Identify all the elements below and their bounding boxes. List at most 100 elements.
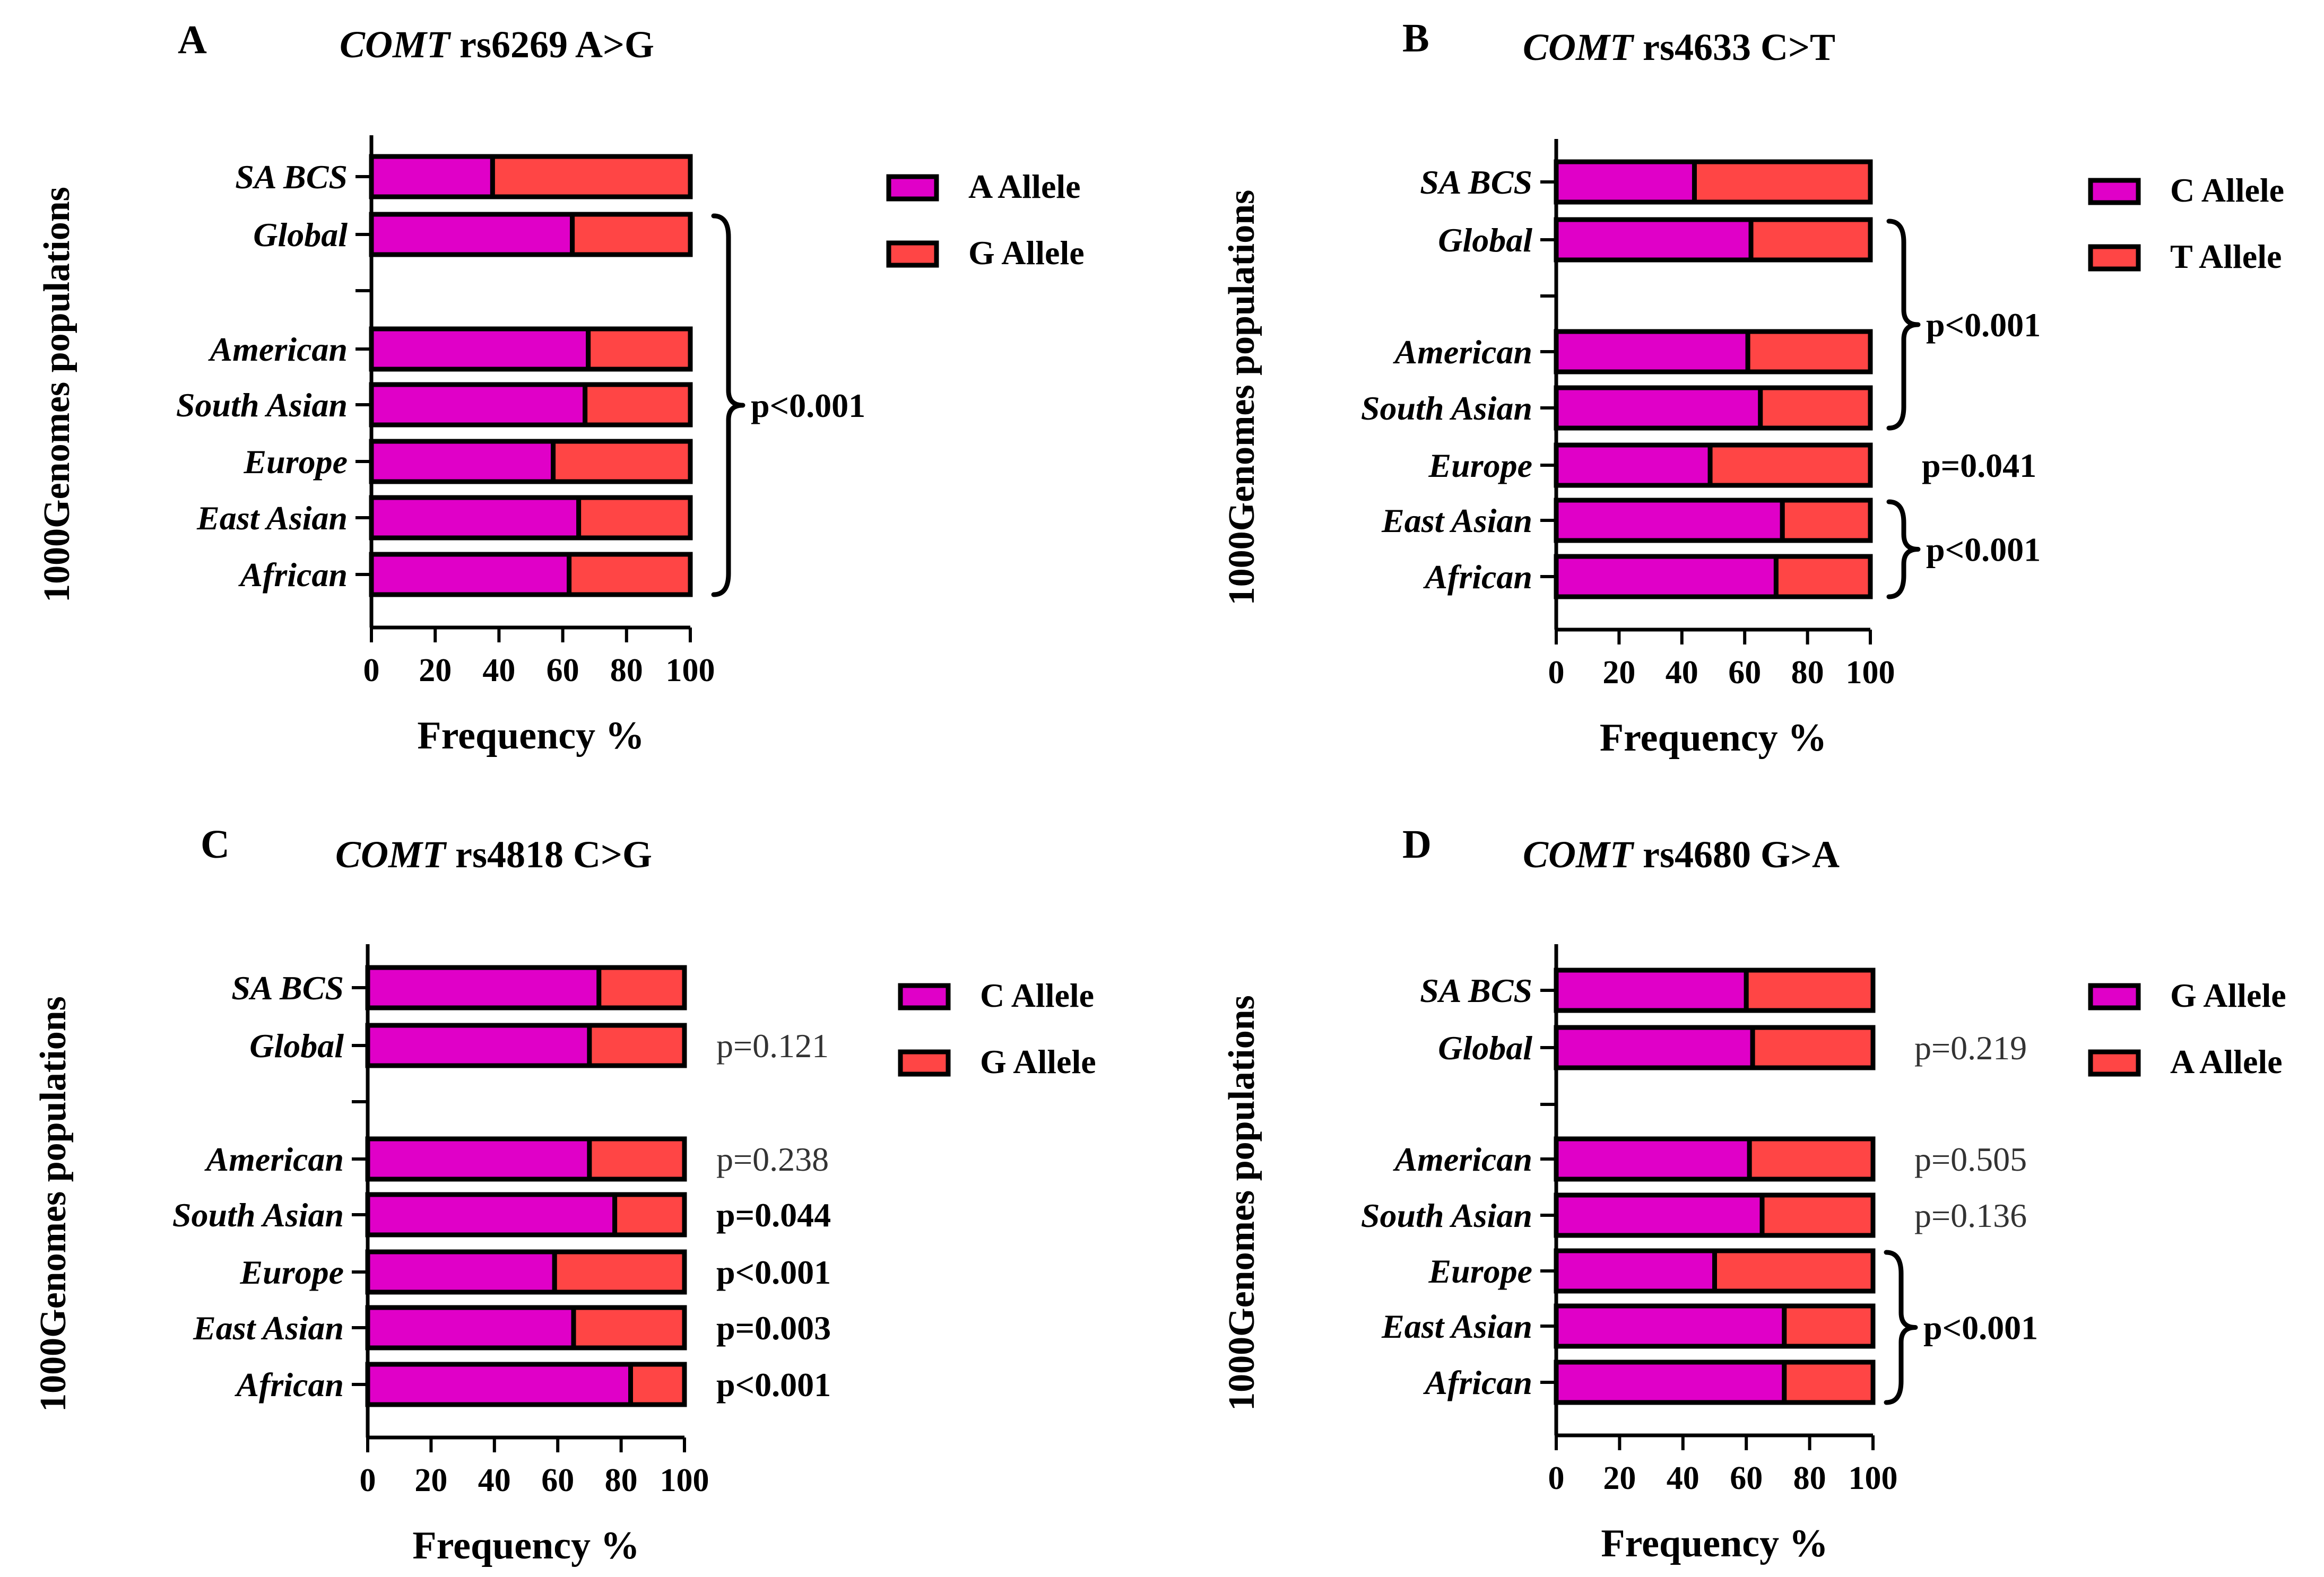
bar-a-allele	[369, 326, 591, 372]
y-tick-label: East Asian	[196, 499, 348, 537]
title-gene: COMT	[1523, 833, 1635, 876]
bar-g-allele	[612, 1192, 687, 1238]
bar-a-allele	[369, 439, 556, 484]
y-tick-label: Global	[1438, 221, 1532, 259]
x-tick-label: 40	[1667, 1460, 1699, 1496]
y-tick-label: South Asian	[1361, 389, 1532, 427]
title-variant: rs6269 A>G	[459, 23, 654, 66]
legend-label: G Allele	[968, 234, 1085, 272]
p-value-label: p<0.001	[751, 387, 865, 424]
bar-a-allele	[369, 382, 588, 428]
bar-a-allele	[1712, 1248, 1876, 1294]
x-tick-label: 60	[1730, 1460, 1763, 1496]
x-tick-label: 100	[1846, 655, 1895, 691]
bar-t-allele	[1748, 217, 1873, 263]
title-variant: rs4680 G>A	[1643, 833, 1840, 876]
legend-label: T Allele	[2170, 238, 2282, 275]
bar-a-allele	[1782, 1360, 1876, 1405]
significance-bracket	[1884, 1250, 1918, 1405]
bar-c-allele	[1554, 159, 1697, 205]
bar-c-allele	[365, 1192, 618, 1238]
bar-a-allele	[369, 154, 495, 199]
x-tick-label: 20	[414, 1462, 447, 1498]
y-axis-label: 1000Genomes populations	[1221, 995, 1262, 1411]
panel-letter: D	[1402, 822, 1432, 867]
bar-g-allele	[1554, 1192, 1765, 1238]
bar-c-allele	[1554, 442, 1713, 488]
bar-a-allele	[1782, 1303, 1876, 1349]
x-tick-label: 60	[541, 1462, 574, 1498]
x-tick-label: 40	[1666, 655, 1698, 691]
legend-label: A Allele	[968, 168, 1081, 205]
y-tick-label: South Asian	[176, 386, 348, 424]
bar-c-allele	[365, 965, 602, 1010]
legend-swatch	[898, 983, 951, 1010]
legend-swatch	[886, 174, 939, 202]
x-axis-label: Frequency %	[1601, 1522, 1828, 1565]
p-value-label: p=0.219	[1914, 1029, 2027, 1067]
p-value-label: p=0.505	[1914, 1140, 2027, 1178]
legend-swatch	[898, 1049, 951, 1077]
bar-t-allele	[1773, 554, 1873, 599]
y-tick-label: East Asian	[193, 1309, 344, 1347]
y-tick-label: SA BCS	[235, 158, 348, 196]
chart-title: COMT rs4633 C>T	[1523, 26, 1835, 68]
bar-t-allele	[1780, 498, 1873, 543]
x-tick-label: 100	[660, 1462, 709, 1498]
legend-swatch	[2088, 983, 2141, 1010]
legend-swatch	[2088, 178, 2141, 205]
chart-title: COMT rs4680 G>A	[1523, 833, 1840, 876]
bar-a-allele	[369, 212, 575, 257]
legend-label: G Allele	[2170, 977, 2286, 1014]
x-tick-label: 0	[1548, 1460, 1565, 1496]
x-tick-label: 80	[605, 1462, 638, 1498]
y-tick-label: Europe	[1428, 447, 1532, 484]
p-value-label: p<0.001	[1923, 1309, 2038, 1347]
p-value-label: p<0.001	[716, 1366, 831, 1404]
title-gene: COMT	[340, 23, 452, 66]
bar-g-allele	[551, 439, 693, 484]
x-tick-label: 0	[1548, 655, 1565, 691]
x-tick-label: 40	[478, 1462, 511, 1498]
legend-label: C Allele	[980, 977, 1094, 1014]
bar-a-allele	[1759, 1192, 1876, 1238]
bar-a-allele	[369, 495, 582, 541]
chart-title: COMT rs6269 A>G	[340, 23, 654, 66]
y-axis-label: 1000Genomes populations	[37, 187, 77, 603]
bar-c-allele	[365, 1249, 557, 1295]
chart-panel-a: A COMT rs6269 A>G 1000Genomes populations 0 2…	[37, 18, 1085, 757]
x-tick-label: 80	[1791, 655, 1824, 691]
y-axis-label: 1000Genomes populations	[33, 996, 74, 1412]
bar-g-allele	[567, 552, 693, 597]
x-tick-label: 20	[419, 652, 452, 689]
x-tick-label: 20	[1603, 1460, 1636, 1496]
x-tick-label: 100	[666, 652, 715, 689]
x-tick-label: 0	[363, 652, 380, 689]
p-value-label: p=0.238	[716, 1140, 829, 1178]
legend-swatch	[886, 240, 939, 268]
bar-c-allele	[365, 1362, 634, 1407]
x-axis-label: Frequency %	[1600, 716, 1827, 760]
p-value-label: p=0.044	[716, 1196, 831, 1234]
bar-t-allele	[1758, 385, 1873, 431]
x-tick-label: 60	[1728, 655, 1761, 691]
legend-label: C Allele	[2170, 171, 2284, 209]
p-value-label: p<0.001	[1926, 306, 2041, 344]
panel-letter: A	[178, 18, 207, 62]
bar-c-allele	[1554, 329, 1750, 374]
bar-g-allele	[576, 495, 693, 541]
y-tick-label: American	[1392, 333, 1532, 371]
y-tick-label: Global	[1438, 1029, 1532, 1067]
y-tick-label: South Asian	[172, 1196, 344, 1234]
x-tick-label: 80	[610, 652, 643, 689]
y-axis-label: 1000Genomes populations	[1221, 190, 1262, 606]
bar-g-allele	[628, 1362, 687, 1407]
bar-a-allele	[369, 552, 572, 597]
x-tick-label: 80	[1793, 1460, 1826, 1496]
title-gene: COMT	[335, 833, 447, 876]
y-tick-label: American	[1392, 1140, 1532, 1178]
y-tick-label: Europe	[243, 443, 348, 481]
legend-swatch	[2088, 244, 2141, 272]
x-axis-label: Frequency %	[417, 714, 644, 757]
y-tick-label: Europe	[239, 1253, 344, 1291]
